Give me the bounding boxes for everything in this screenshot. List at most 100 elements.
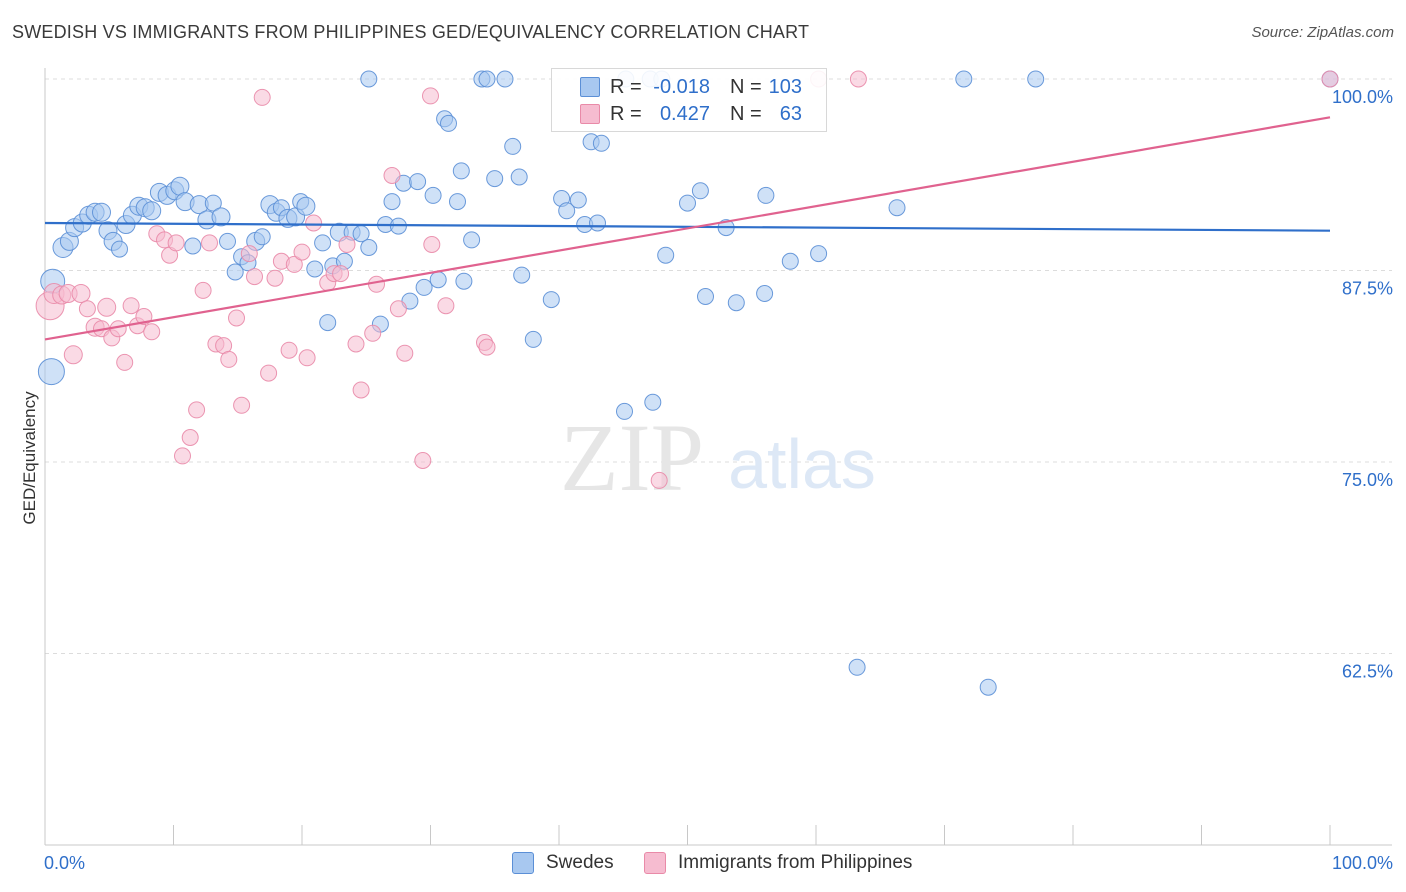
- swedes-point: [360, 70, 378, 88]
- legend-label-swedes: Swedes: [546, 852, 614, 873]
- swedes-point: [504, 137, 522, 155]
- swedes-point: [781, 252, 799, 270]
- philippines-point: [478, 338, 496, 356]
- swedes-point: [979, 678, 997, 696]
- swedes-point: [955, 70, 973, 88]
- philippines-point: [650, 471, 668, 489]
- legend-label-philippines: Immigrants from Philippines: [678, 852, 913, 873]
- swedes-point: [383, 193, 401, 211]
- swedes-point: [697, 288, 714, 305]
- philippines-point: [332, 265, 350, 283]
- philippines-point: [364, 324, 382, 342]
- swedes-point: [644, 393, 662, 411]
- x-tick-label: 0.0%: [44, 853, 85, 873]
- chart-source: Source: ZipAtlas.com: [1251, 24, 1394, 41]
- philippines-point: [368, 275, 385, 293]
- swedes-point: [184, 237, 202, 255]
- tick-labels: 100.0% 87.5% 75.0% 62.5% 0.0% 100.0%: [44, 87, 1393, 873]
- swedes-point: [253, 228, 271, 246]
- swedes-point: [429, 271, 447, 289]
- swedes-point: [424, 186, 442, 204]
- philippines-point: [293, 243, 311, 261]
- philippines-point: [116, 353, 134, 371]
- swedes-point: [211, 207, 231, 227]
- legend-swatch-philippines: [580, 104, 600, 124]
- philippines-point: [135, 308, 153, 325]
- philippines-point: [233, 396, 251, 414]
- watermark-zip: ZIP: [560, 404, 704, 511]
- swedes-point: [1027, 70, 1045, 88]
- swedes-point: [558, 202, 576, 220]
- swedes-point: [219, 232, 236, 250]
- legend-row-philippines: R = 0.427 N = 63: [552, 101, 826, 127]
- philippines-point: [194, 281, 212, 299]
- philippines-point: [97, 297, 117, 317]
- philippines-point: [849, 70, 867, 88]
- legend-item-philippines[interactable]: Immigrants from Philippines: [644, 852, 912, 874]
- philippines-point: [305, 214, 323, 232]
- grid-lines: [45, 78, 1392, 654]
- legend-r-value: 0.427: [659, 103, 710, 125]
- philippines-point: [347, 335, 365, 353]
- legend-item-swedes[interactable]: Swedes: [512, 852, 614, 874]
- philippines-point: [181, 429, 199, 446]
- swedes-point: [616, 402, 633, 420]
- swedes-point: [569, 191, 587, 209]
- y-tick-label: 87.5%: [1342, 279, 1393, 299]
- swedes-point: [306, 260, 324, 278]
- philippines-point: [423, 236, 441, 253]
- legend-row-swedes: R = -0.018 N = 103: [552, 74, 826, 100]
- philippines-point: [220, 350, 238, 368]
- swedes-point: [204, 194, 222, 212]
- philippines-point: [389, 300, 407, 318]
- philippines-point: [1321, 70, 1339, 88]
- swedes-point: [142, 201, 162, 221]
- swedes-trend-line: [44, 221, 1331, 232]
- philippines-point: [338, 236, 356, 253]
- philippines-point: [422, 87, 439, 105]
- swedes-point: [314, 234, 332, 252]
- philippines-point: [396, 344, 414, 362]
- swedes-point: [440, 114, 457, 132]
- swedes-point: [888, 199, 906, 217]
- swedes-point: [592, 134, 610, 152]
- swedes-point: [810, 245, 828, 263]
- philippines-point: [122, 297, 140, 315]
- swedes-point: [455, 272, 473, 290]
- philippines-point: [280, 341, 298, 359]
- legend-n-label: N =: [730, 103, 762, 125]
- philippines-point: [266, 269, 284, 287]
- swedes-point: [589, 214, 606, 232]
- x-tick-label: 100.0%: [1332, 853, 1393, 873]
- y-tick-label: 100.0%: [1332, 87, 1393, 107]
- philippines-point: [246, 268, 263, 286]
- swedes-point: [449, 193, 466, 211]
- axes: [44, 68, 1392, 846]
- philippines-point: [228, 309, 245, 327]
- legend-swatch-swedes: [580, 77, 600, 97]
- legend-swatch-philippines: [644, 852, 666, 874]
- philippines-point: [167, 234, 185, 252]
- swedes-point: [757, 186, 775, 204]
- swedes-point: [486, 170, 504, 188]
- philippines-point: [201, 234, 218, 252]
- swedes-point: [92, 202, 111, 222]
- legend-n-value: 103: [768, 76, 802, 98]
- philippines-point: [143, 323, 161, 341]
- swedes-point: [848, 658, 866, 676]
- swedes-point: [296, 196, 316, 216]
- swedes-point: [319, 314, 337, 332]
- watermark-atlas: atlas: [728, 425, 876, 503]
- legend-swatch-swedes: [512, 852, 534, 874]
- philippines-point: [78, 300, 96, 318]
- legend-r-label: R =: [610, 103, 642, 125]
- philippines-point: [253, 88, 271, 106]
- swedes-point: [360, 239, 378, 256]
- swedes-point: [727, 294, 745, 312]
- philippines-point: [298, 349, 316, 367]
- swedes-point: [691, 182, 709, 200]
- philippines-point: [414, 452, 432, 469]
- swedes-point: [510, 168, 528, 186]
- philippines-point: [437, 297, 455, 315]
